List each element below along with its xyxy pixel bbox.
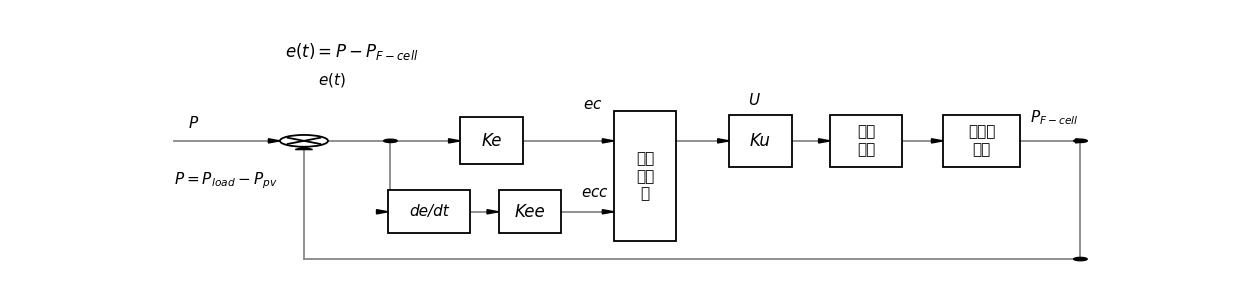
Polygon shape <box>931 139 942 143</box>
Text: $P$: $P$ <box>187 115 200 131</box>
Polygon shape <box>487 210 498 214</box>
Polygon shape <box>818 139 830 143</box>
Bar <box>942 115 1019 167</box>
Bar <box>830 115 903 167</box>
Bar <box>388 190 470 233</box>
Text: 执行
机构: 执行 机构 <box>857 125 875 157</box>
Bar <box>498 190 560 233</box>
Polygon shape <box>718 139 729 143</box>
Text: de/dt: de/dt <box>409 204 449 219</box>
Circle shape <box>1074 257 1087 261</box>
Polygon shape <box>1075 139 1087 143</box>
Text: $P_{F-cell}$: $P_{F-cell}$ <box>1029 108 1079 127</box>
Bar <box>460 117 522 165</box>
Circle shape <box>383 139 397 142</box>
Circle shape <box>1074 139 1087 142</box>
Text: 模糊
控制
器: 模糊 控制 器 <box>636 151 655 201</box>
Text: $ecc$: $ecc$ <box>580 185 609 200</box>
Text: $e(t)$: $e(t)$ <box>319 71 346 89</box>
Polygon shape <box>268 139 280 143</box>
Polygon shape <box>603 139 614 143</box>
Text: $U$: $U$ <box>748 92 761 108</box>
Text: $P=P_{load}-P_{pv}$: $P=P_{load}-P_{pv}$ <box>174 171 278 191</box>
Polygon shape <box>603 210 614 214</box>
Circle shape <box>280 135 327 147</box>
Polygon shape <box>295 147 312 150</box>
Bar <box>729 115 791 167</box>
Text: $ec$: $ec$ <box>583 98 603 112</box>
Text: Kee: Kee <box>515 203 546 221</box>
Polygon shape <box>449 139 460 143</box>
Text: Ke: Ke <box>481 132 502 150</box>
Text: Ku: Ku <box>750 132 771 150</box>
Text: 燃料电
池堆: 燃料电 池堆 <box>967 125 996 157</box>
Text: $e(t)=P-P_{F-cell}$: $e(t)=P-P_{F-cell}$ <box>285 41 418 61</box>
Polygon shape <box>377 210 388 214</box>
Bar <box>614 111 676 241</box>
